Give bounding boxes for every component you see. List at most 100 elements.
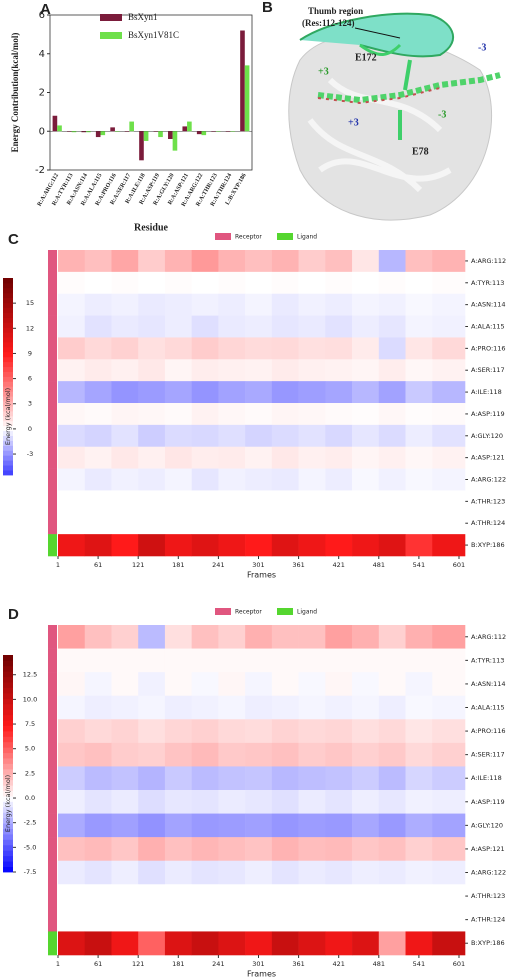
heat-cell [84, 446, 112, 469]
heat-cell [325, 648, 353, 673]
heat-cell [191, 790, 219, 814]
heat-cell [271, 534, 299, 557]
heat-cell [164, 813, 192, 838]
heat-cell [138, 403, 166, 426]
heat-cell [325, 719, 353, 744]
group-strip [48, 468, 57, 491]
heat-cell [432, 860, 466, 885]
heat-cell [245, 424, 273, 448]
heat-cell [138, 648, 166, 673]
heat-cell [325, 446, 353, 469]
y-tick-label: 0 [39, 126, 45, 137]
x-tick-label: 1 [56, 561, 60, 569]
colorbar-cell [3, 450, 13, 456]
heat-cell [111, 512, 139, 535]
heat-cell [325, 884, 353, 909]
heat-cell [111, 766, 139, 791]
heat-cell [405, 648, 433, 673]
heat-cell [58, 790, 86, 814]
heat-cell [271, 490, 299, 513]
heat-cell [298, 359, 326, 382]
heat-cell [432, 293, 466, 316]
heat-cell [271, 424, 299, 448]
heat-cell [271, 250, 299, 273]
heat-cell [191, 446, 219, 469]
heat-cell [378, 742, 406, 767]
group-strip [48, 315, 57, 338]
heat-cell [191, 534, 219, 557]
heat-cell [84, 695, 112, 720]
heat-cell [138, 250, 166, 273]
heat-cell [271, 884, 299, 909]
row-label: A:SER:117 [471, 366, 505, 374]
heat-cell [58, 271, 86, 295]
heat-cell [352, 359, 380, 382]
colorbar-cell [3, 460, 13, 466]
colorbar-cell [3, 758, 13, 764]
legend-label: Ligand [297, 609, 317, 616]
colorbar-cell [3, 420, 13, 427]
heat-cell [138, 534, 166, 557]
heat-cell [325, 359, 353, 382]
heat-cell [218, 359, 246, 382]
heat-cell [298, 468, 326, 491]
row-label: A:ALA:115 [471, 704, 505, 712]
heat-cell [352, 403, 380, 426]
heat-cell [325, 837, 353, 862]
heat-cell [218, 534, 246, 557]
heat-cell [378, 315, 406, 338]
row-label: A:ASP:119 [471, 798, 505, 806]
panel-b-structure [288, 12, 501, 221]
colorbar-cell [3, 445, 13, 451]
bar [95, 131, 101, 138]
panel-label: B [262, 0, 273, 16]
heat-cell [58, 813, 86, 838]
heat-cell [58, 424, 86, 448]
heat-cell [58, 837, 86, 862]
heat-cell [245, 271, 273, 295]
heat-cell [325, 813, 353, 838]
bar [168, 131, 173, 139]
heat-cell [164, 719, 192, 744]
heat-cell [245, 293, 273, 316]
colorbar-cell [3, 834, 13, 840]
heat-cell [432, 403, 466, 426]
colorbar-cell [3, 736, 13, 743]
heat-cell [245, 766, 273, 791]
heat-cell [378, 250, 406, 273]
heat-cell [84, 468, 112, 491]
heat-cell [271, 625, 299, 649]
heat-cell [84, 403, 112, 426]
heat-cell [352, 625, 380, 649]
annotation: -3 [438, 109, 446, 120]
heat-cell [58, 907, 86, 932]
x-tick-label: 241 [212, 960, 224, 968]
heat-cell [84, 860, 112, 885]
colorbar-cell [3, 655, 13, 661]
colorbar-cell [3, 366, 13, 372]
heat-cell [84, 315, 112, 338]
heat-cell [164, 742, 192, 767]
heat-cell [58, 490, 86, 513]
heat-cell [432, 424, 466, 448]
row-label: A:PRO:116 [471, 344, 506, 352]
colorbar-tick-label: 2.5 [25, 769, 35, 777]
heat-cell [138, 742, 166, 767]
heat-cell [298, 860, 326, 885]
x-tick-label: 541 [413, 561, 425, 569]
arrow [354, 27, 401, 39]
heat-cell [218, 490, 246, 513]
heat-cell [111, 672, 139, 697]
heat-cell [352, 719, 380, 744]
heat-cell [405, 512, 433, 535]
colorbar-cell [3, 425, 13, 432]
heat-cell [218, 931, 246, 956]
row-label: A:TYR:113 [471, 656, 504, 664]
heat-cell [218, 790, 246, 814]
heat-cell [218, 695, 246, 720]
x-tick-label: 361 [292, 561, 304, 569]
heat-cell [245, 813, 273, 838]
heat-cell [298, 250, 326, 273]
heat-cell [378, 381, 406, 404]
bar [240, 30, 245, 132]
